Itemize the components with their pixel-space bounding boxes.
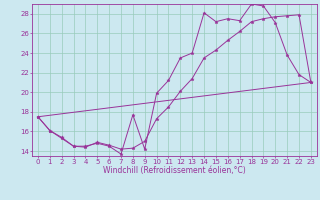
X-axis label: Windchill (Refroidissement éolien,°C): Windchill (Refroidissement éolien,°C) — [103, 166, 246, 175]
